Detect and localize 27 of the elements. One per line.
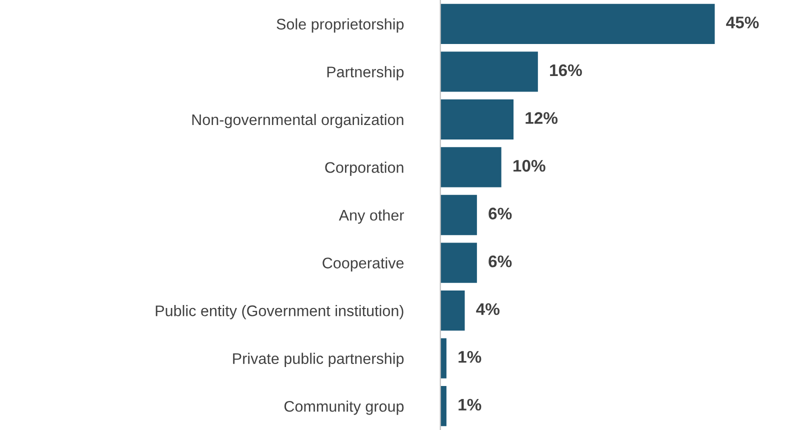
- bar: [440, 386, 446, 426]
- data-label: 12%: [526, 112, 558, 124]
- bar: [440, 4, 715, 44]
- bar: [440, 147, 502, 188]
- y-tick-label: Non-governmental organization: [192, 114, 404, 128]
- data-label: 1%: [458, 351, 482, 363]
- data-label: 6%: [488, 255, 512, 268]
- bar: [440, 338, 446, 378]
- y-tick-label: Public entity (Government institution): [156, 305, 404, 320]
- data-label: 4%: [476, 303, 500, 315]
- y-tick-label: Partnership: [327, 66, 404, 80]
- data-label: 6%: [488, 208, 512, 220]
- data-label: 10%: [513, 160, 546, 172]
- data-label: 45%: [726, 16, 759, 28]
- bar: [440, 194, 477, 236]
- y-tick-label: Any other: [338, 209, 404, 224]
- y-tick-label: Private public partnership: [233, 352, 404, 368]
- y-tick-label: Cooperative: [322, 257, 404, 272]
- y-tick-label: Corporation: [325, 162, 404, 176]
- y-tick-label: Community group: [284, 400, 404, 415]
- bar: [440, 99, 514, 140]
- bar: [440, 290, 465, 331]
- bar: [440, 242, 477, 283]
- bar: [440, 52, 538, 92]
- y-tick-label: Sole proprietorship: [276, 18, 404, 33]
- data-label: 16%: [550, 64, 582, 76]
- data-label: 1%: [458, 398, 482, 411]
